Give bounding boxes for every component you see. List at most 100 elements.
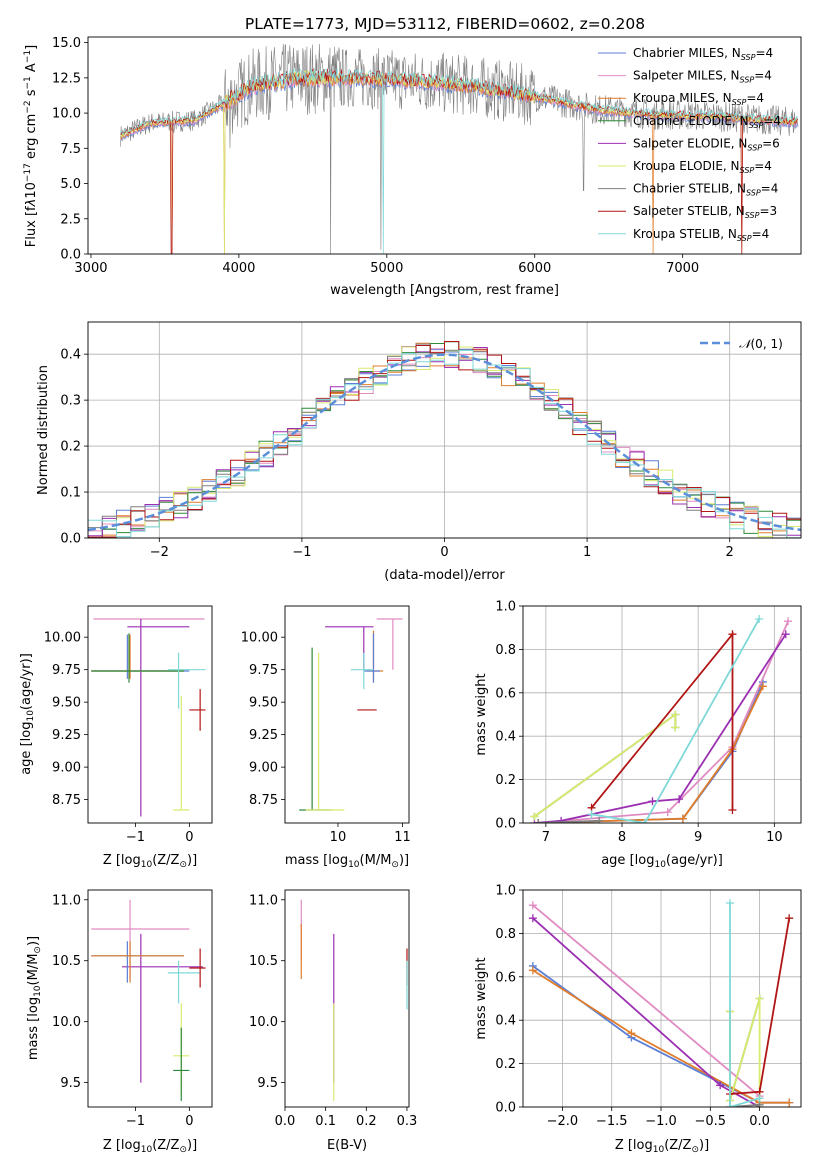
x-tick-label: 0.2	[356, 1114, 377, 1129]
y-tick-label: 5.0	[60, 177, 81, 192]
age-vs-mass-plot-area	[299, 618, 403, 811]
histogram-steps	[88, 341, 801, 538]
weight-marker	[728, 630, 737, 639]
x-tick-label: 11	[394, 830, 411, 845]
weight-marker	[528, 901, 537, 910]
age-vs-mass-xlabel: mass [log10(M/M⊙)]	[285, 853, 409, 870]
weight-vs-age-frame	[522, 605, 802, 824]
weight-marker	[557, 816, 566, 823]
weight-line	[538, 685, 764, 823]
weight-vs-Z-plot-area	[528, 899, 794, 1107]
weight-marker	[587, 810, 596, 819]
x-tick-label: 0	[185, 1114, 193, 1129]
x-tick-label: 0.0	[749, 1114, 770, 1129]
y-tick-label: 8.75	[249, 793, 278, 808]
y-tick-label: 1.0	[495, 600, 516, 615]
figure-title: PLATE=1773, MJD=53112, FIBERID=0602, z=0…	[245, 15, 645, 33]
weight-marker	[595, 816, 604, 823]
legend-entry: Chabrier STELIB, NSSP=4	[633, 182, 778, 198]
x-tick-label: 10	[766, 830, 783, 845]
residuals-xlabel: (data-model)/error	[384, 568, 505, 583]
mass-vs-Z-frame	[87, 889, 213, 1108]
weight-vs-Z-frame	[522, 889, 802, 1108]
histogram-steps	[88, 350, 801, 538]
y-tick-label: 0.2	[60, 440, 81, 455]
weight-marker	[648, 797, 657, 806]
legend-entry: Kroupa STELIB, NSSP=4	[633, 227, 769, 243]
weight-vs-age-axes	[523, 605, 801, 824]
legend-entry: Chabrier ELODIE, NSSP=4	[633, 114, 781, 130]
legend-entry: Salpeter STELIB, NSSP=3	[633, 204, 777, 220]
gaussian-curve	[88, 353, 801, 532]
weight-marker	[528, 914, 537, 923]
x-tick-label: −1.0	[645, 1114, 677, 1129]
legend-entry: Kroupa ELODIE, NSSP=4	[633, 159, 772, 175]
y-tick-label: 7.5	[60, 142, 81, 157]
weight-marker	[663, 808, 672, 817]
y-tick-label: 9.50	[52, 696, 81, 711]
age-vs-Z-xlabel: Z [log10(Z/Z⊙)]	[103, 853, 197, 870]
weight-marker	[755, 994, 764, 1003]
y-tick-label: 11.0	[249, 893, 278, 908]
weight-marker	[678, 814, 687, 823]
y-tick-label: 0.0	[60, 532, 81, 547]
x-tick-label: 8	[618, 830, 626, 845]
spectrum-ylabel: Flux [fλ10−17 erg cm−2 s−1 A−1]	[23, 45, 39, 247]
weight-marker	[671, 723, 680, 732]
legend-entry: Salpeter ELODIE, NSSP=6	[633, 136, 780, 152]
y-tick-label: 10.5	[52, 954, 81, 969]
y-tick-label: 0.6	[495, 970, 516, 985]
x-tick-label: 0.1	[315, 1114, 336, 1129]
weight-marker	[785, 914, 794, 923]
y-tick-label: 0.0	[60, 248, 81, 263]
y-tick-label: 2.5	[60, 212, 81, 227]
mass-vs-Z-ylabel: mass [log10(M/M⊙)]	[26, 936, 43, 1060]
y-tick-label: 10.00	[44, 631, 81, 646]
x-tick-label: 10	[330, 830, 347, 845]
weight-line	[590, 631, 734, 810]
spectrum-frame	[87, 36, 802, 255]
y-tick-label: 1.0	[495, 884, 516, 899]
x-tick-label: 0.3	[397, 1114, 418, 1129]
x-tick-label: 4000	[222, 261, 255, 276]
weight-marker	[758, 682, 767, 691]
weight-marker	[627, 1029, 636, 1038]
x-tick-label: −1.5	[596, 1114, 628, 1129]
x-tick-label: 6000	[518, 261, 551, 276]
weight-marker	[530, 812, 539, 821]
x-tick-label: 3000	[74, 261, 107, 276]
weight-marker	[784, 617, 793, 626]
spectrum-model-line	[120, 72, 798, 141]
weight-marker	[726, 899, 735, 908]
spectrum-model-line	[120, 69, 798, 254]
y-tick-label: 8.75	[52, 793, 81, 808]
weight-marker	[534, 819, 543, 823]
y-tick-label: 9.75	[52, 663, 81, 678]
legend-entry: 𝒩(0, 1)	[739, 337, 783, 351]
x-tick-label: 7	[542, 830, 550, 845]
weight-marker	[726, 1103, 735, 1107]
x-tick-label: 0	[440, 545, 448, 560]
legend-entry: Chabrier MILES, NSSP=4	[633, 46, 773, 62]
y-tick-label: 9.5	[60, 1076, 81, 1091]
x-tick-label: 9	[694, 830, 702, 845]
y-tick-label: 0.4	[495, 1014, 516, 1029]
age-vs-mass-frame	[284, 605, 410, 824]
x-tick-label: 1	[583, 545, 591, 560]
mass-vs-EBV-xlabel: E(B-V)	[327, 1138, 367, 1153]
weight-vs-age-plot-area	[530, 615, 793, 823]
y-tick-label: 10.00	[241, 631, 278, 646]
weight-marker	[675, 795, 684, 804]
weight-line	[538, 620, 789, 823]
weight-line	[729, 903, 760, 1107]
y-tick-label: 11.0	[52, 893, 81, 908]
legend-entry: Kroupa MILES, NSSP=4	[633, 91, 764, 107]
spectrum-model-line	[120, 67, 798, 254]
age-vs-Z-ylabel: age [log10(age/yr)]	[19, 653, 36, 775]
x-tick-label: 7000	[666, 261, 699, 276]
weight-line	[532, 917, 761, 1107]
y-tick-label: 12.5	[52, 71, 81, 86]
y-tick-label: 0.1	[60, 486, 81, 501]
y-tick-label: 0.6	[495, 686, 516, 701]
